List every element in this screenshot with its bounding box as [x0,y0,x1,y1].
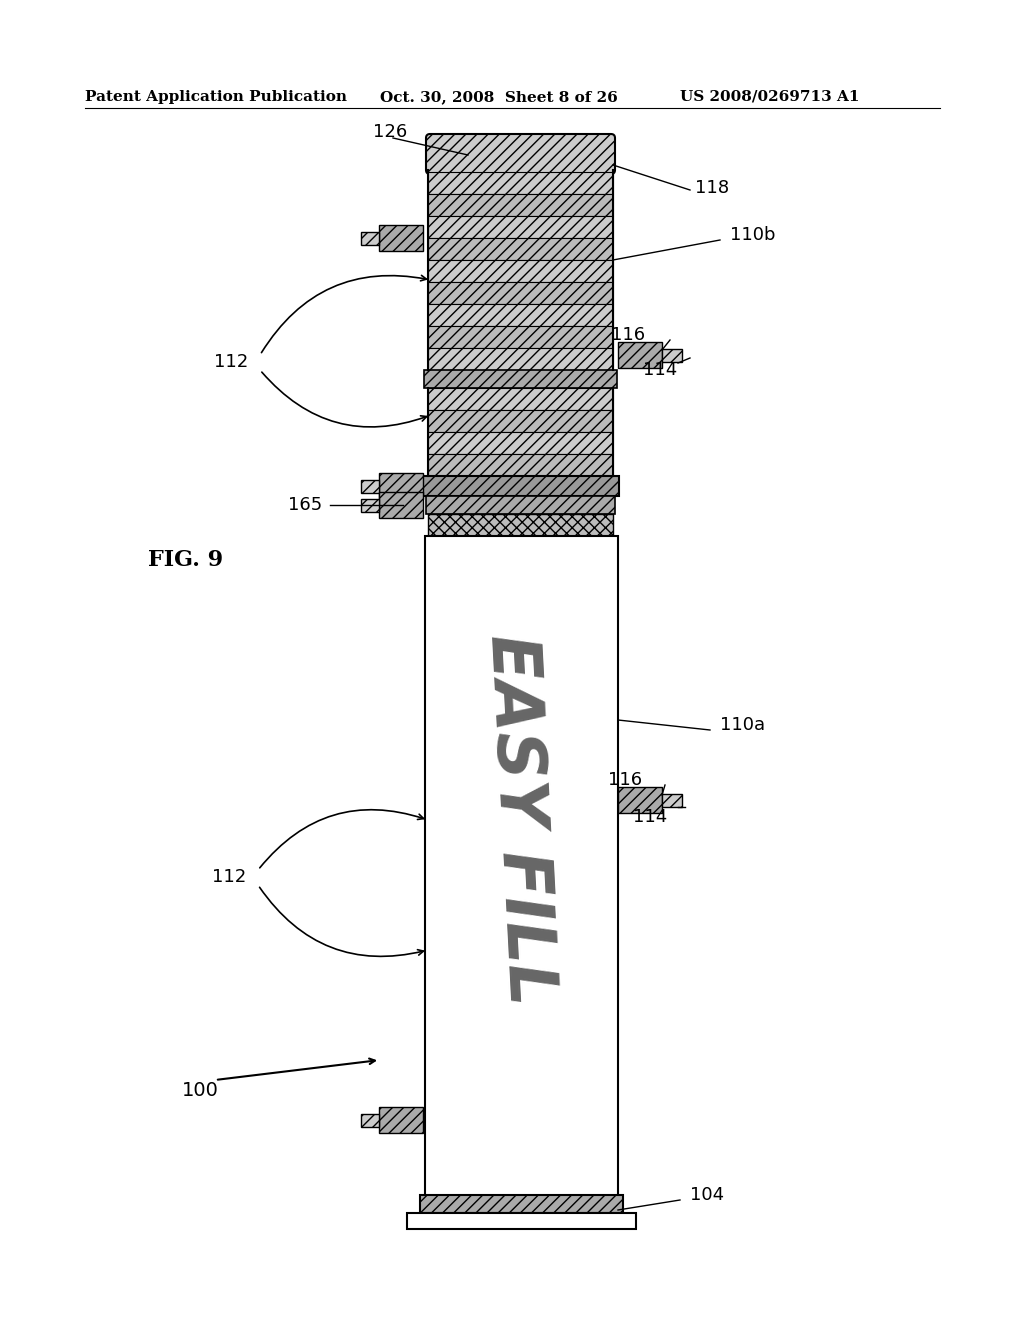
Text: 118: 118 [695,180,729,197]
Bar [428,454,613,477]
Bar [361,232,379,246]
Bar [361,1114,379,1127]
Text: 104: 104 [690,1185,724,1204]
Bar [428,194,613,216]
Text: 126: 126 [373,123,408,141]
Bar [662,795,682,807]
Bar [428,513,613,536]
Bar [428,238,613,260]
Bar [428,348,613,370]
Bar [407,1213,636,1229]
Bar [361,499,379,512]
Bar [428,260,613,282]
Bar [618,787,662,813]
Bar [379,473,423,499]
Bar [420,1195,623,1213]
Bar [425,536,618,1200]
Bar [618,342,662,368]
Bar [662,348,682,362]
Bar [428,388,613,411]
Text: 112: 112 [214,352,248,371]
Text: Oct. 30, 2008  Sheet 8 of 26: Oct. 30, 2008 Sheet 8 of 26 [380,90,617,104]
Bar [428,304,613,326]
Text: FIG. 9: FIG. 9 [148,549,223,572]
Text: Patent Application Publication: Patent Application Publication [85,90,347,104]
Text: US 2008/0269713 A1: US 2008/0269713 A1 [680,90,859,104]
Bar [426,496,615,513]
Bar [428,411,613,432]
Bar [379,1107,423,1133]
Text: 114: 114 [643,360,677,379]
Text: 100: 100 [181,1081,218,1100]
FancyBboxPatch shape [426,135,615,174]
Bar [428,282,613,304]
Bar [428,432,613,454]
Bar [379,224,423,251]
Text: 165: 165 [288,496,322,513]
Bar [361,480,379,492]
Bar [379,492,423,517]
Bar [428,216,613,238]
Bar [428,326,613,348]
Text: 116: 116 [608,771,642,789]
Text: 116: 116 [611,326,645,345]
Text: 110b: 110b [730,226,775,244]
Text: 110a: 110a [720,715,765,734]
Bar [422,477,618,496]
Bar [424,370,617,388]
Text: 112: 112 [212,869,246,886]
Text: EASY FILL: EASY FILL [477,632,562,1007]
Text: 114: 114 [633,808,667,826]
Bar [428,172,613,194]
